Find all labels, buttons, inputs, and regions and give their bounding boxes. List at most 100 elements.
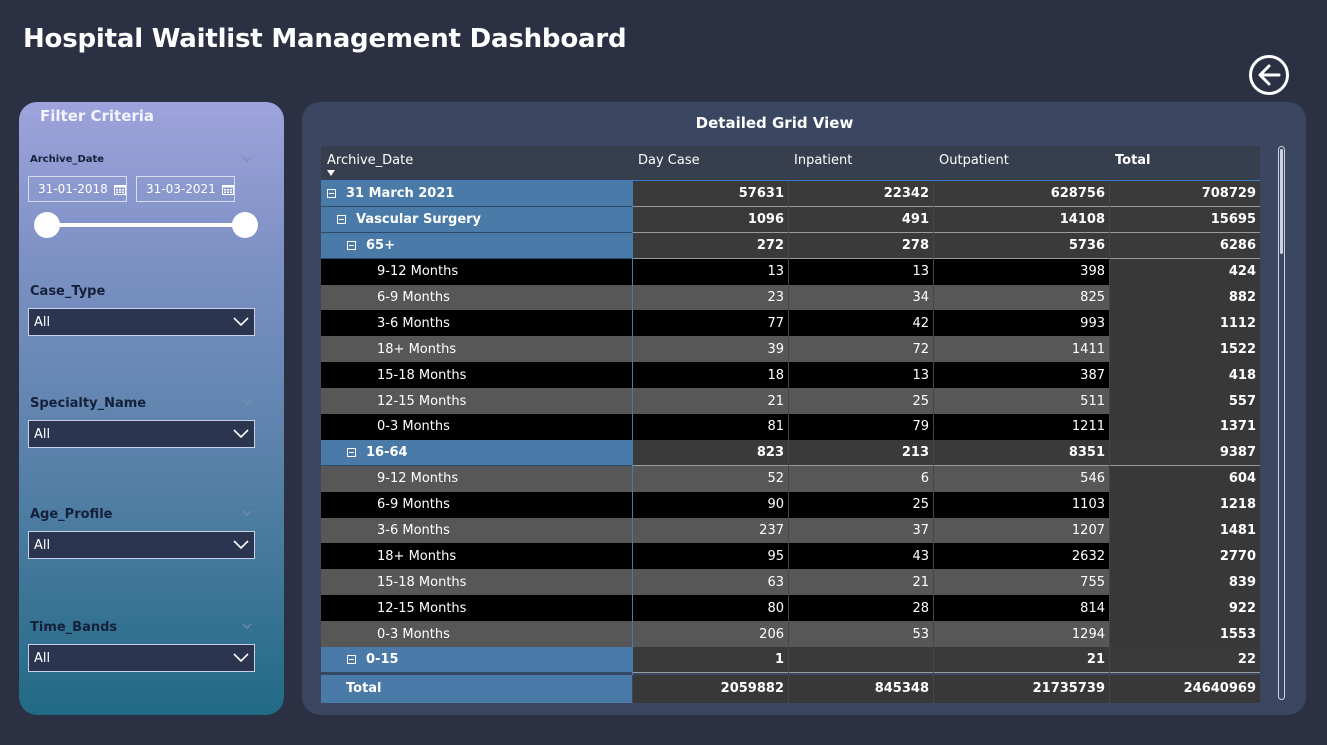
cell-value: 1096: [633, 206, 788, 233]
case-type-dropdown[interactable]: All: [28, 308, 255, 336]
row-label: 12-15 Months: [321, 388, 632, 415]
row-label: 0-3 Months: [321, 621, 632, 648]
table-row: 0-3 Months 81 79 1211 1371: [321, 414, 1260, 440]
row-header-divider: [632, 181, 633, 675]
group-row: 31 March 2021 57631 22342 628756 708729: [321, 181, 1260, 207]
collapse-icon[interactable]: [347, 447, 356, 457]
vertical-scrollbar[interactable]: [1278, 146, 1285, 700]
cell-value: 922: [1110, 595, 1260, 622]
cell-value: 28: [789, 595, 933, 622]
row-label[interactable]: 0-15: [321, 647, 632, 673]
row-label[interactable]: 31 March 2021: [321, 181, 632, 207]
calendar-icon[interactable]: [113, 184, 126, 195]
chevron-down-icon: [233, 653, 249, 663]
cell-value: 18: [633, 362, 788, 389]
cell-value: 25: [789, 388, 933, 415]
column-header-inpatient[interactable]: Inpatient: [794, 153, 853, 168]
row-label-text: 0-15: [366, 651, 399, 667]
cell-value: 1103: [934, 491, 1109, 518]
chevron-down-icon[interactable]: [241, 153, 253, 165]
cell-value: 1211: [934, 414, 1109, 440]
collapse-icon[interactable]: [347, 240, 356, 250]
cell-value: [789, 647, 933, 673]
cell-value: 418: [1110, 362, 1260, 389]
cell-value: 5736: [934, 232, 1109, 259]
cell-value: 823: [633, 439, 788, 466]
cell-value: 13: [789, 258, 933, 285]
cell-value: 37: [789, 517, 933, 544]
cell-value: 72: [789, 336, 933, 363]
row-label[interactable]: 16-64: [321, 439, 632, 466]
date-range-slider-track[interactable]: [47, 223, 245, 227]
age-profile-dropdown[interactable]: All: [28, 531, 255, 559]
row-label[interactable]: 65+: [321, 232, 632, 259]
cell-value: 1112: [1110, 310, 1260, 337]
cell-value: 1: [633, 647, 788, 673]
cell-value: 52: [633, 465, 788, 492]
calendar-icon[interactable]: [221, 184, 234, 195]
chevron-down-icon[interactable]: [241, 396, 253, 408]
row-label[interactable]: Vascular Surgery: [321, 206, 632, 233]
row-label: 12-15 Months: [321, 595, 632, 622]
collapse-icon[interactable]: [327, 188, 336, 198]
cell-value: 23: [633, 284, 788, 311]
table-row: 6-9 Months 90 25 1103 1218: [321, 491, 1260, 518]
chevron-down-icon[interactable]: [241, 284, 253, 296]
row-label: 6-9 Months: [321, 491, 632, 518]
table-row: 3-6 Months 237 37 1207 1481: [321, 517, 1260, 544]
row-label-text: 12-15 Months: [377, 393, 467, 409]
group-row: Vascular Surgery 1096 491 14108 15695: [321, 206, 1260, 233]
end-date-input[interactable]: 31-03-2021: [136, 176, 235, 202]
cell-value: 628756: [934, 181, 1109, 207]
column-header-outpatient[interactable]: Outpatient: [939, 153, 1009, 168]
grid-panel: Detailed Grid View Archive_Date Day Case…: [302, 102, 1306, 715]
collapse-icon[interactable]: [337, 214, 346, 224]
collapse-icon[interactable]: [347, 654, 356, 664]
cell-value: 1522: [1110, 336, 1260, 363]
chevron-down-icon: [233, 429, 249, 439]
table-row: 15-18 Months 63 21 755 839: [321, 569, 1260, 596]
start-date-input[interactable]: 31-01-2018: [28, 176, 127, 202]
column-header-total[interactable]: Total: [1115, 153, 1151, 168]
sort-desc-icon[interactable]: [327, 170, 335, 176]
cell-value: 825: [934, 284, 1109, 311]
cell-value: 1294: [934, 621, 1109, 648]
cell-value: 81: [633, 414, 788, 440]
page-title: Hospital Waitlist Management Dashboard: [23, 24, 627, 54]
chevron-down-icon[interactable]: [241, 507, 253, 519]
chevron-down-icon[interactable]: [241, 620, 253, 632]
cell-value: 63: [633, 569, 788, 596]
column-header-day-case[interactable]: Day Case: [638, 153, 700, 168]
time-bands-value: All: [34, 650, 51, 666]
row-label: 3-6 Months: [321, 517, 632, 544]
specialty-name-dropdown[interactable]: All: [28, 420, 255, 448]
date-range-start-handle[interactable]: [34, 212, 60, 238]
cell-value: 272: [633, 232, 788, 259]
cell-value: 22: [1110, 647, 1260, 673]
date-range-end-handle[interactable]: [232, 212, 258, 238]
row-label-text: 65+: [366, 237, 395, 253]
scrollbar-thumb[interactable]: [1280, 149, 1283, 254]
time-bands-label: Time_Bands: [30, 620, 118, 635]
cell-value: 13: [633, 258, 788, 285]
back-button[interactable]: [1249, 55, 1289, 95]
end-date-value: 31-03-2021: [146, 182, 216, 196]
cell-value: 206: [633, 621, 788, 648]
time-bands-dropdown[interactable]: All: [28, 644, 255, 672]
row-label: 0-3 Months: [321, 414, 632, 440]
row-label-text: 12-15 Months: [377, 600, 467, 616]
row-label-text: 31 March 2021: [346, 185, 455, 201]
cell-value: 1411: [934, 336, 1109, 363]
column-header-archive-date[interactable]: Archive_Date: [327, 153, 414, 168]
row-label: 9-12 Months: [321, 258, 632, 285]
cell-value: 1481: [1110, 517, 1260, 544]
total-outpatient: 21735739: [934, 674, 1109, 703]
cell-value: 57631: [633, 181, 788, 207]
cell-value: 491: [789, 206, 933, 233]
cell-value: 882: [1110, 284, 1260, 311]
cell-value: 9387: [1110, 439, 1260, 466]
cell-value: 278: [789, 232, 933, 259]
chevron-down-icon: [233, 317, 249, 327]
table-row: 6-9 Months 23 34 825 882: [321, 284, 1260, 311]
cell-value: 21: [633, 388, 788, 415]
